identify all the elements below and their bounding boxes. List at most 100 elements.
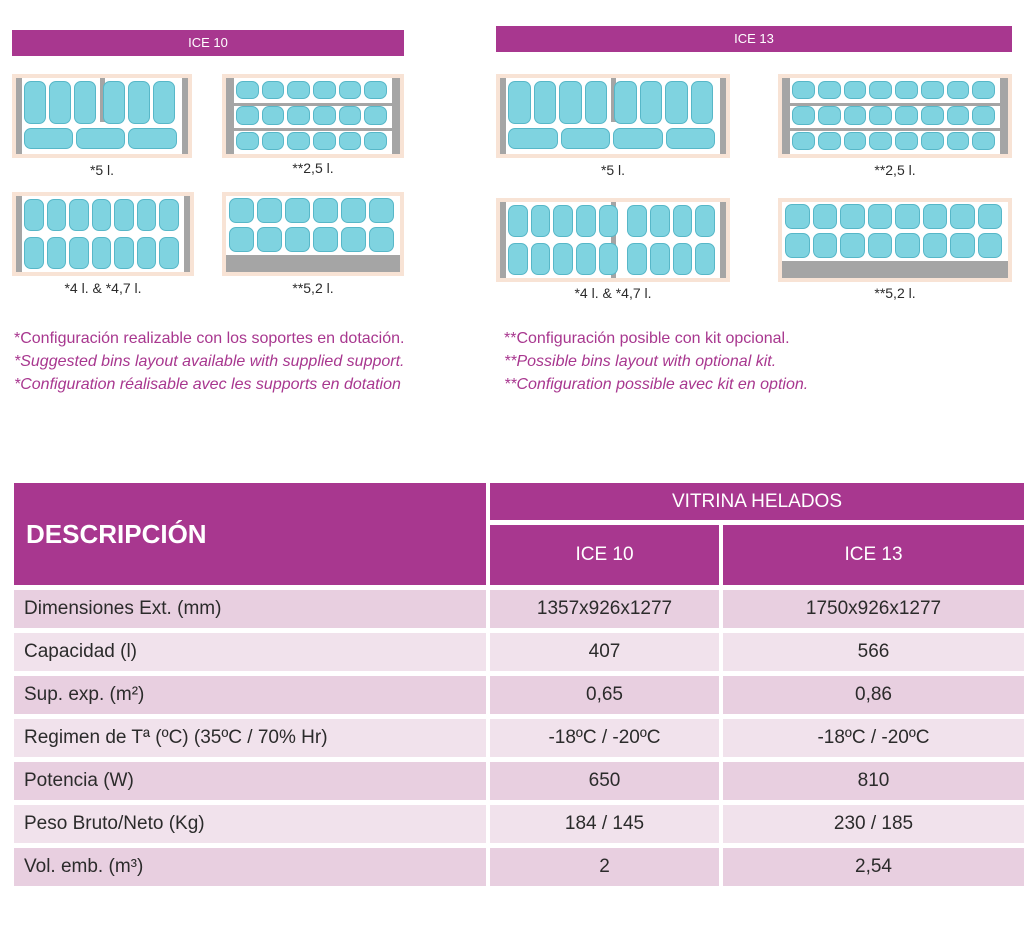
note-optional-fr: **Configuration possible avec kit en opt… [504,376,809,393]
ice-cream-bin [598,243,619,275]
ice-cream-bin [229,226,254,252]
ice-cream-bin [24,199,44,231]
ice-cream-bin [69,199,89,231]
value-ice10: -18ºC / -20ºC [490,719,719,757]
spec-body: Dimensiones Ext. (mm) 1357x926x1277 1750x9… [14,590,1024,886]
ice13-tray-5-2l [778,198,1012,282]
ice-cream-bin [553,205,573,237]
ice13-tray-5l [496,74,730,158]
ice-cream-bin [236,106,259,125]
ice13-caption-2-5l: **2,5 l. [874,162,916,178]
support-rod [226,78,234,154]
ice-cream-bin [74,81,96,124]
support-rod [782,128,1008,132]
ice-cream-bin [840,204,865,229]
ice-cream-bin [977,204,1002,229]
support-rod [100,78,105,123]
ice13-caption-5l: *5 l. [600,162,626,178]
ice-cream-bin [46,199,67,231]
ice-cream-bin [576,205,596,237]
ice-cream-bin [950,232,975,258]
value-ice13: 566 [723,633,1024,671]
note-optional-en: **Possible bins layout with optional kit… [504,353,777,370]
ice-cream-bin [114,237,134,269]
ice-cream-bin [229,198,254,223]
ice13-tray-2-5l [778,74,1012,158]
table-row: Capacidad (l) 407 566 [14,633,1024,671]
ice-cream-bin [672,205,693,237]
support-rod [184,196,190,272]
ice-cream-bin [287,131,310,150]
ice-cream-bin [49,81,71,124]
support-rod [226,255,400,272]
ice-cream-bin [287,106,310,125]
ice-cream-bin [639,81,662,124]
ice-cream-bin [922,232,947,258]
support-rod [611,78,616,123]
ice-cream-bin [920,81,944,100]
ice-cream-bin [559,81,582,124]
ice-cream-bin [338,106,362,125]
support-rod [782,78,790,154]
ice-cream-bin [627,243,647,275]
ice-cream-bin [817,81,841,100]
ice-cream-bin [24,81,46,124]
ice-cream-bin [128,81,150,124]
ice-cream-bin [24,237,44,269]
table-row: Sup. exp. (m²) 0,65 0,86 [14,676,1024,714]
ice-cream-bin [369,198,394,223]
ice-cream-bin [584,81,607,124]
ice10-header: ICE 10 [12,30,404,56]
ice-cream-bin [287,81,310,100]
ice-cream-bin [338,81,362,100]
table-row: Regimen de Tª (ºC) (35ºC / 70% Hr) -18ºC … [14,719,1024,757]
ice-cream-bin [313,81,336,100]
ice-cream-bin [508,205,528,237]
ice-cream-bin [869,81,892,100]
ice10-tray-4l [12,192,194,276]
ice-cream-bin [785,204,810,229]
ice-cream-bin [153,81,175,124]
ice-cream-bin [560,128,610,150]
value-ice13: 0,86 [723,676,1024,714]
ice-cream-bin [895,204,920,229]
table-row: Peso Bruto/Neto (Kg) 184 / 145 230 / 185 [14,805,1024,843]
ice-cream-bin [508,128,558,150]
support-rod [782,103,1008,107]
ice-cream-bin [257,226,282,252]
ice-cream-bin [576,243,596,275]
description-header: DESCRIPCIÓN [14,483,486,585]
ice-cream-bin [313,131,336,150]
ice-cream-bin [650,205,670,237]
ice-cream-bin [159,199,179,231]
ice-cream-bin [285,226,310,252]
ice-cream-bin [136,199,157,231]
ice-cream-bin [665,128,715,150]
ice-cream-bin [257,198,282,223]
ice-cream-bin [895,131,918,150]
ice10-caption-4l: *4 l. & *4,7 l. [64,280,142,296]
ice-cream-bin [792,131,815,150]
ice-cream-bin [843,131,867,150]
ice-cream-bin [530,243,551,275]
value-ice13: -18ºC / -20ºC [723,719,1024,757]
support-rod [182,78,188,154]
support-rod [611,202,616,278]
ice-cream-bin [508,243,528,275]
ice-cream-bin [103,81,125,124]
ice-cream-bin [817,131,841,150]
note-optional-es: **Configuración posible con kit opcional… [504,330,790,347]
row-label: Capacidad (l) [14,633,486,671]
ice-cream-bin [91,199,112,231]
ice-cream-bin [285,198,310,223]
support-rod [720,202,726,278]
ice-cream-bin [530,205,551,237]
ice-cream-bin [114,199,134,231]
support-rod [1000,78,1008,154]
support-rod [226,128,400,132]
row-label: Regimen de Tª (ºC) (35ºC / 70% Hr) [14,719,486,757]
ice-cream-bin [91,237,112,269]
ice-cream-bin [672,243,693,275]
support-rod [392,78,400,154]
row-label: Vol. emb. (m³) [14,848,486,886]
